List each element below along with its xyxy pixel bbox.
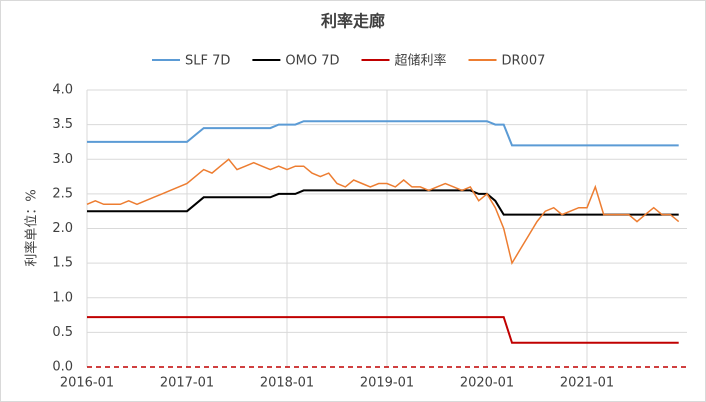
- legend-label: DR007: [502, 54, 546, 69]
- series-line: [87, 189, 679, 216]
- y-tick-label: 4.0: [52, 83, 73, 98]
- y-tick-label: 3.0: [52, 152, 73, 167]
- x-tick-label: 2017-01: [160, 376, 214, 391]
- y-tick-label: 0.0: [52, 360, 73, 375]
- x-tick-label: 2016-01: [60, 376, 114, 391]
- legend-label: SLF 7D: [185, 54, 230, 69]
- x-tick-label: 2021-01: [560, 376, 614, 391]
- legend-label: OMO 7D: [285, 54, 339, 69]
- series-line: [87, 316, 679, 344]
- x-tick-label: 2019-01: [360, 376, 414, 391]
- y-tick-label: 1.0: [52, 290, 73, 305]
- y-tick-label: 2.5: [52, 186, 73, 201]
- x-tick-label: 2020-01: [460, 376, 514, 391]
- series-line: [86, 158, 680, 266]
- y-tick-label: 0.5: [52, 325, 73, 340]
- y-tick-label: 2.0: [52, 221, 73, 236]
- y-tick-label: 3.5: [52, 117, 73, 132]
- x-tick-label: 2018-01: [260, 376, 314, 391]
- series-line: [87, 120, 679, 147]
- chart-title: 利率走廊: [321, 12, 385, 31]
- y-axis-label: 利率单位：%: [24, 189, 40, 266]
- legend-label: 超储利率: [395, 53, 447, 69]
- y-tick-label: 1.5: [52, 256, 73, 271]
